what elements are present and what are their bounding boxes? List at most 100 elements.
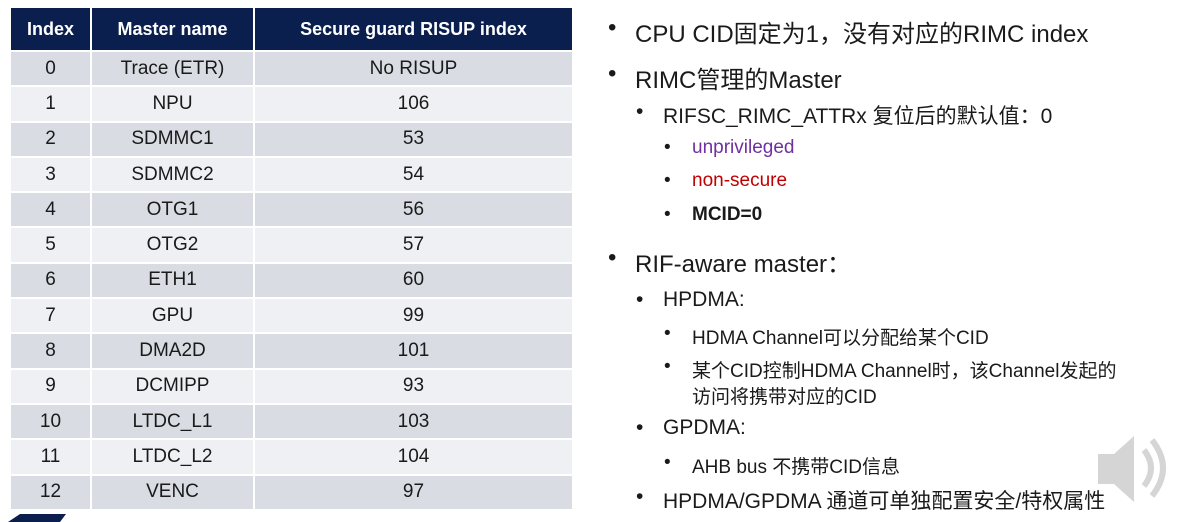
bullet-hpdma: • HPDMA: <box>636 288 745 312</box>
speaker-icon[interactable] <box>1088 420 1184 516</box>
cell-index: 2 <box>11 120 92 157</box>
cell-risup-index: 57 <box>254 226 572 263</box>
bullet-ahb-bus: • AHB bus 不携带CID信息 <box>664 452 900 479</box>
bullet-dot: • <box>664 204 671 225</box>
bullet-text-line1: 某个CID控制HDMA Channel时，该Channel发起的 <box>692 361 1117 382</box>
bullet-text: RIFSC_RIMC_ATTRx 复位后的默认值：0 <box>663 105 1053 128</box>
cell-master-name: Trace (ETR) <box>91 49 255 87</box>
bullet-text: non-secure <box>692 170 788 191</box>
cell-risup-index: 54 <box>254 155 572 193</box>
cell-risup-index: 97 <box>254 473 572 509</box>
bullet-rif-aware: • RIF-aware master： <box>608 244 851 279</box>
cell-master-name: VENC <box>91 473 255 509</box>
cell-master-name: DMA2D <box>91 332 255 369</box>
bullet-hdma-channel-access: • 某个CID控制HDMA Channel时，该Channel发起的 <box>664 356 1116 383</box>
bullet-hdma-channel-access-cont: 访问将携带对应的CID <box>664 382 877 409</box>
cell-master-name: SDMMC1 <box>91 120 255 157</box>
bullet-dot: • <box>608 60 617 87</box>
bullet-text: HPDMA: <box>663 288 745 311</box>
bullet-dot: • <box>664 323 671 344</box>
cell-risup-index: 101 <box>254 332 572 369</box>
cell-master-name: OTG2 <box>91 226 255 263</box>
table-row: 2 SDMMC1 53 <box>11 120 572 157</box>
cell-risup-index: 99 <box>254 297 572 334</box>
bullet-dot: • <box>636 485 644 508</box>
cell-risup-index: 106 <box>254 85 572 122</box>
cell-risup-index: 60 <box>254 261 572 299</box>
table-row: 12 VENC 97 <box>11 473 572 509</box>
bullet-cpu-cid: • CPU CID固定为1，没有对应的RIMC index <box>608 14 1088 49</box>
table-row: 4 OTG1 56 <box>11 191 572 228</box>
bullet-rimc-master: • RIMC管理的Master <box>608 60 842 95</box>
cell-index: 10 <box>11 402 92 440</box>
bullet-text-line2: 访问将携带对应的CID <box>692 387 877 408</box>
table-row: 11 LTDC_L2 104 <box>11 438 572 475</box>
cell-index: 11 <box>11 438 92 475</box>
cell-risup-index: 53 <box>254 120 572 157</box>
cell-index: 8 <box>11 332 92 369</box>
cell-index: 9 <box>11 367 92 404</box>
cell-index: 3 <box>11 155 92 193</box>
bullet-text: RIF-aware master： <box>635 251 852 278</box>
bullet-dot: • <box>636 288 644 311</box>
header-risup-index: Secure guard RISUP index <box>254 8 572 51</box>
cell-index: 12 <box>11 473 92 509</box>
cell-risup-index: 93 <box>254 367 572 404</box>
bullet-mcid: • MCID=0 <box>664 204 762 226</box>
bullet-text: HPDMA/GPDMA 通道可单独配置安全/特权属性 <box>663 490 1106 513</box>
table-header-row: Index Master name Secure guard RISUP ind… <box>11 8 572 51</box>
bullet-text: CPU CID固定为1，没有对应的RIMC index <box>635 21 1089 48</box>
cell-master-name: GPU <box>91 297 255 334</box>
logo-fragment-icon <box>8 514 66 522</box>
cell-master-name: SDMMC2 <box>91 155 255 193</box>
bullet-dot: • <box>608 244 617 271</box>
table-row: 9 DCMIPP 93 <box>11 367 572 404</box>
header-master-name: Master name <box>91 8 255 51</box>
bullet-dot: • <box>664 452 671 473</box>
table-row: 5 OTG2 57 <box>11 226 572 263</box>
cell-master-name: ETH1 <box>91 261 255 299</box>
bullet-hdma-channel-assign: • HDMA Channel可以分配给某个CID <box>664 323 989 350</box>
bullet-gpdma: • GPDMA: <box>636 416 746 440</box>
bullet-dot: • <box>636 416 644 439</box>
bullet-text: unprivileged <box>692 137 795 158</box>
header-index: Index <box>11 8 92 51</box>
table-row: 1 NPU 106 <box>11 85 572 122</box>
cell-master-name: DCMIPP <box>91 367 255 404</box>
cell-index: 6 <box>11 261 92 299</box>
cell-index: 0 <box>11 49 92 87</box>
cell-index: 7 <box>11 297 92 334</box>
cell-master-name: LTDC_L1 <box>91 402 255 440</box>
bullet-text: GPDMA: <box>663 416 746 439</box>
bullet-dot: • <box>608 14 617 41</box>
cell-master-name: NPU <box>91 85 255 122</box>
bullet-text: AHB bus 不携带CID信息 <box>692 457 900 478</box>
cell-master-name: LTDC_L2 <box>91 438 255 475</box>
bullet-text: RIMC管理的Master <box>635 67 842 94</box>
bullet-text: MCID=0 <box>692 204 763 225</box>
cell-risup-index: 104 <box>254 438 572 475</box>
bullet-non-secure: • non-secure <box>664 170 787 192</box>
table-row: 10 LTDC_L1 103 <box>11 402 572 440</box>
bullet-dot: • <box>664 170 671 191</box>
bullet-dot: • <box>636 100 644 123</box>
bullet-dot: • <box>664 137 671 158</box>
bullet-rifsc-default: • RIFSC_RIMC_ATTRx 复位后的默认值：0 <box>636 100 1052 130</box>
cell-index: 1 <box>11 85 92 122</box>
table-row: 0 Trace (ETR) No RISUP <box>11 49 572 87</box>
table-body: 0 Trace (ETR) No RISUP 1 NPU 106 2 SDMMC1 53 3 SDM… <box>11 49 572 509</box>
table-row: 3 SDMMC2 54 <box>11 155 572 193</box>
cell-risup-index: No RISUP <box>254 49 572 87</box>
bullet-unprivileged: • unprivileged <box>664 137 794 159</box>
bullet-hpdma-gpdma: • HPDMA/GPDMA 通道可单独配置安全/特权属性 <box>636 485 1105 515</box>
table-row: 8 DMA2D 101 <box>11 332 572 369</box>
table-row: 7 GPU 99 <box>11 297 572 334</box>
master-table: Index Master name Secure guard RISUP ind… <box>11 8 572 509</box>
cell-index: 4 <box>11 191 92 228</box>
cell-risup-index: 103 <box>254 402 572 440</box>
table-row: 6 ETH1 60 <box>11 261 572 299</box>
cell-master-name: OTG1 <box>91 191 255 228</box>
bullet-text: HDMA Channel可以分配给某个CID <box>692 328 989 349</box>
bullet-dot: • <box>664 356 671 377</box>
cell-index: 5 <box>11 226 92 263</box>
